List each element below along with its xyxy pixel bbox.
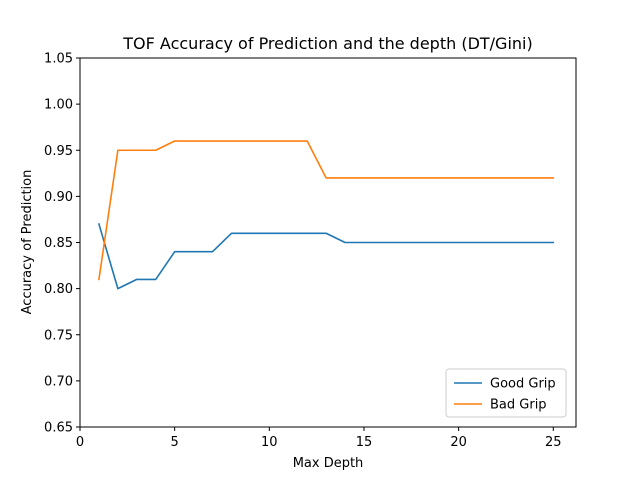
y-tick-label: 0.75 (44, 328, 73, 343)
legend-label: Bad Grip (490, 398, 547, 413)
x-tick-label: 25 (545, 435, 562, 450)
x-axis-label: Max Depth (293, 456, 364, 471)
x-tick-label: 0 (76, 435, 84, 450)
series-line-good-grip (97, 223, 555, 290)
x-tick-label: 15 (356, 435, 373, 450)
chart-title: TOF Accuracy of Prediction and the depth… (122, 34, 532, 53)
x-tick-label: 10 (261, 435, 278, 450)
x-axis: 0 5 10 15 20 25 (76, 427, 562, 450)
y-tick-label: 1.00 (44, 98, 73, 113)
y-tick-label: 0.70 (44, 374, 73, 389)
x-tick-label: 5 (171, 435, 179, 450)
series-layer (97, 140, 555, 290)
y-tick-label: 0.80 (44, 282, 73, 297)
y-axis-label: Accuracy of Prediction (20, 170, 35, 315)
y-tick-label: 0.65 (44, 421, 73, 436)
y-tick-label: 0.90 (44, 190, 73, 205)
legend-label: Good Grip (490, 377, 556, 392)
y-tick-label: 0.85 (44, 236, 73, 251)
y-axis: 0.65 0.70 0.75 0.80 0.85 0.90 0.95 1.00 1.05 (44, 52, 80, 436)
plot-frame (79, 57, 577, 428)
x-tick-label: 20 (450, 435, 467, 450)
y-tick-label: 0.95 (44, 144, 73, 159)
y-tick-label: 1.05 (44, 52, 73, 67)
legend-box (445, 368, 567, 418)
series-line-bad-grip (98, 140, 555, 281)
legend: Good Grip Bad Grip (445, 368, 567, 418)
